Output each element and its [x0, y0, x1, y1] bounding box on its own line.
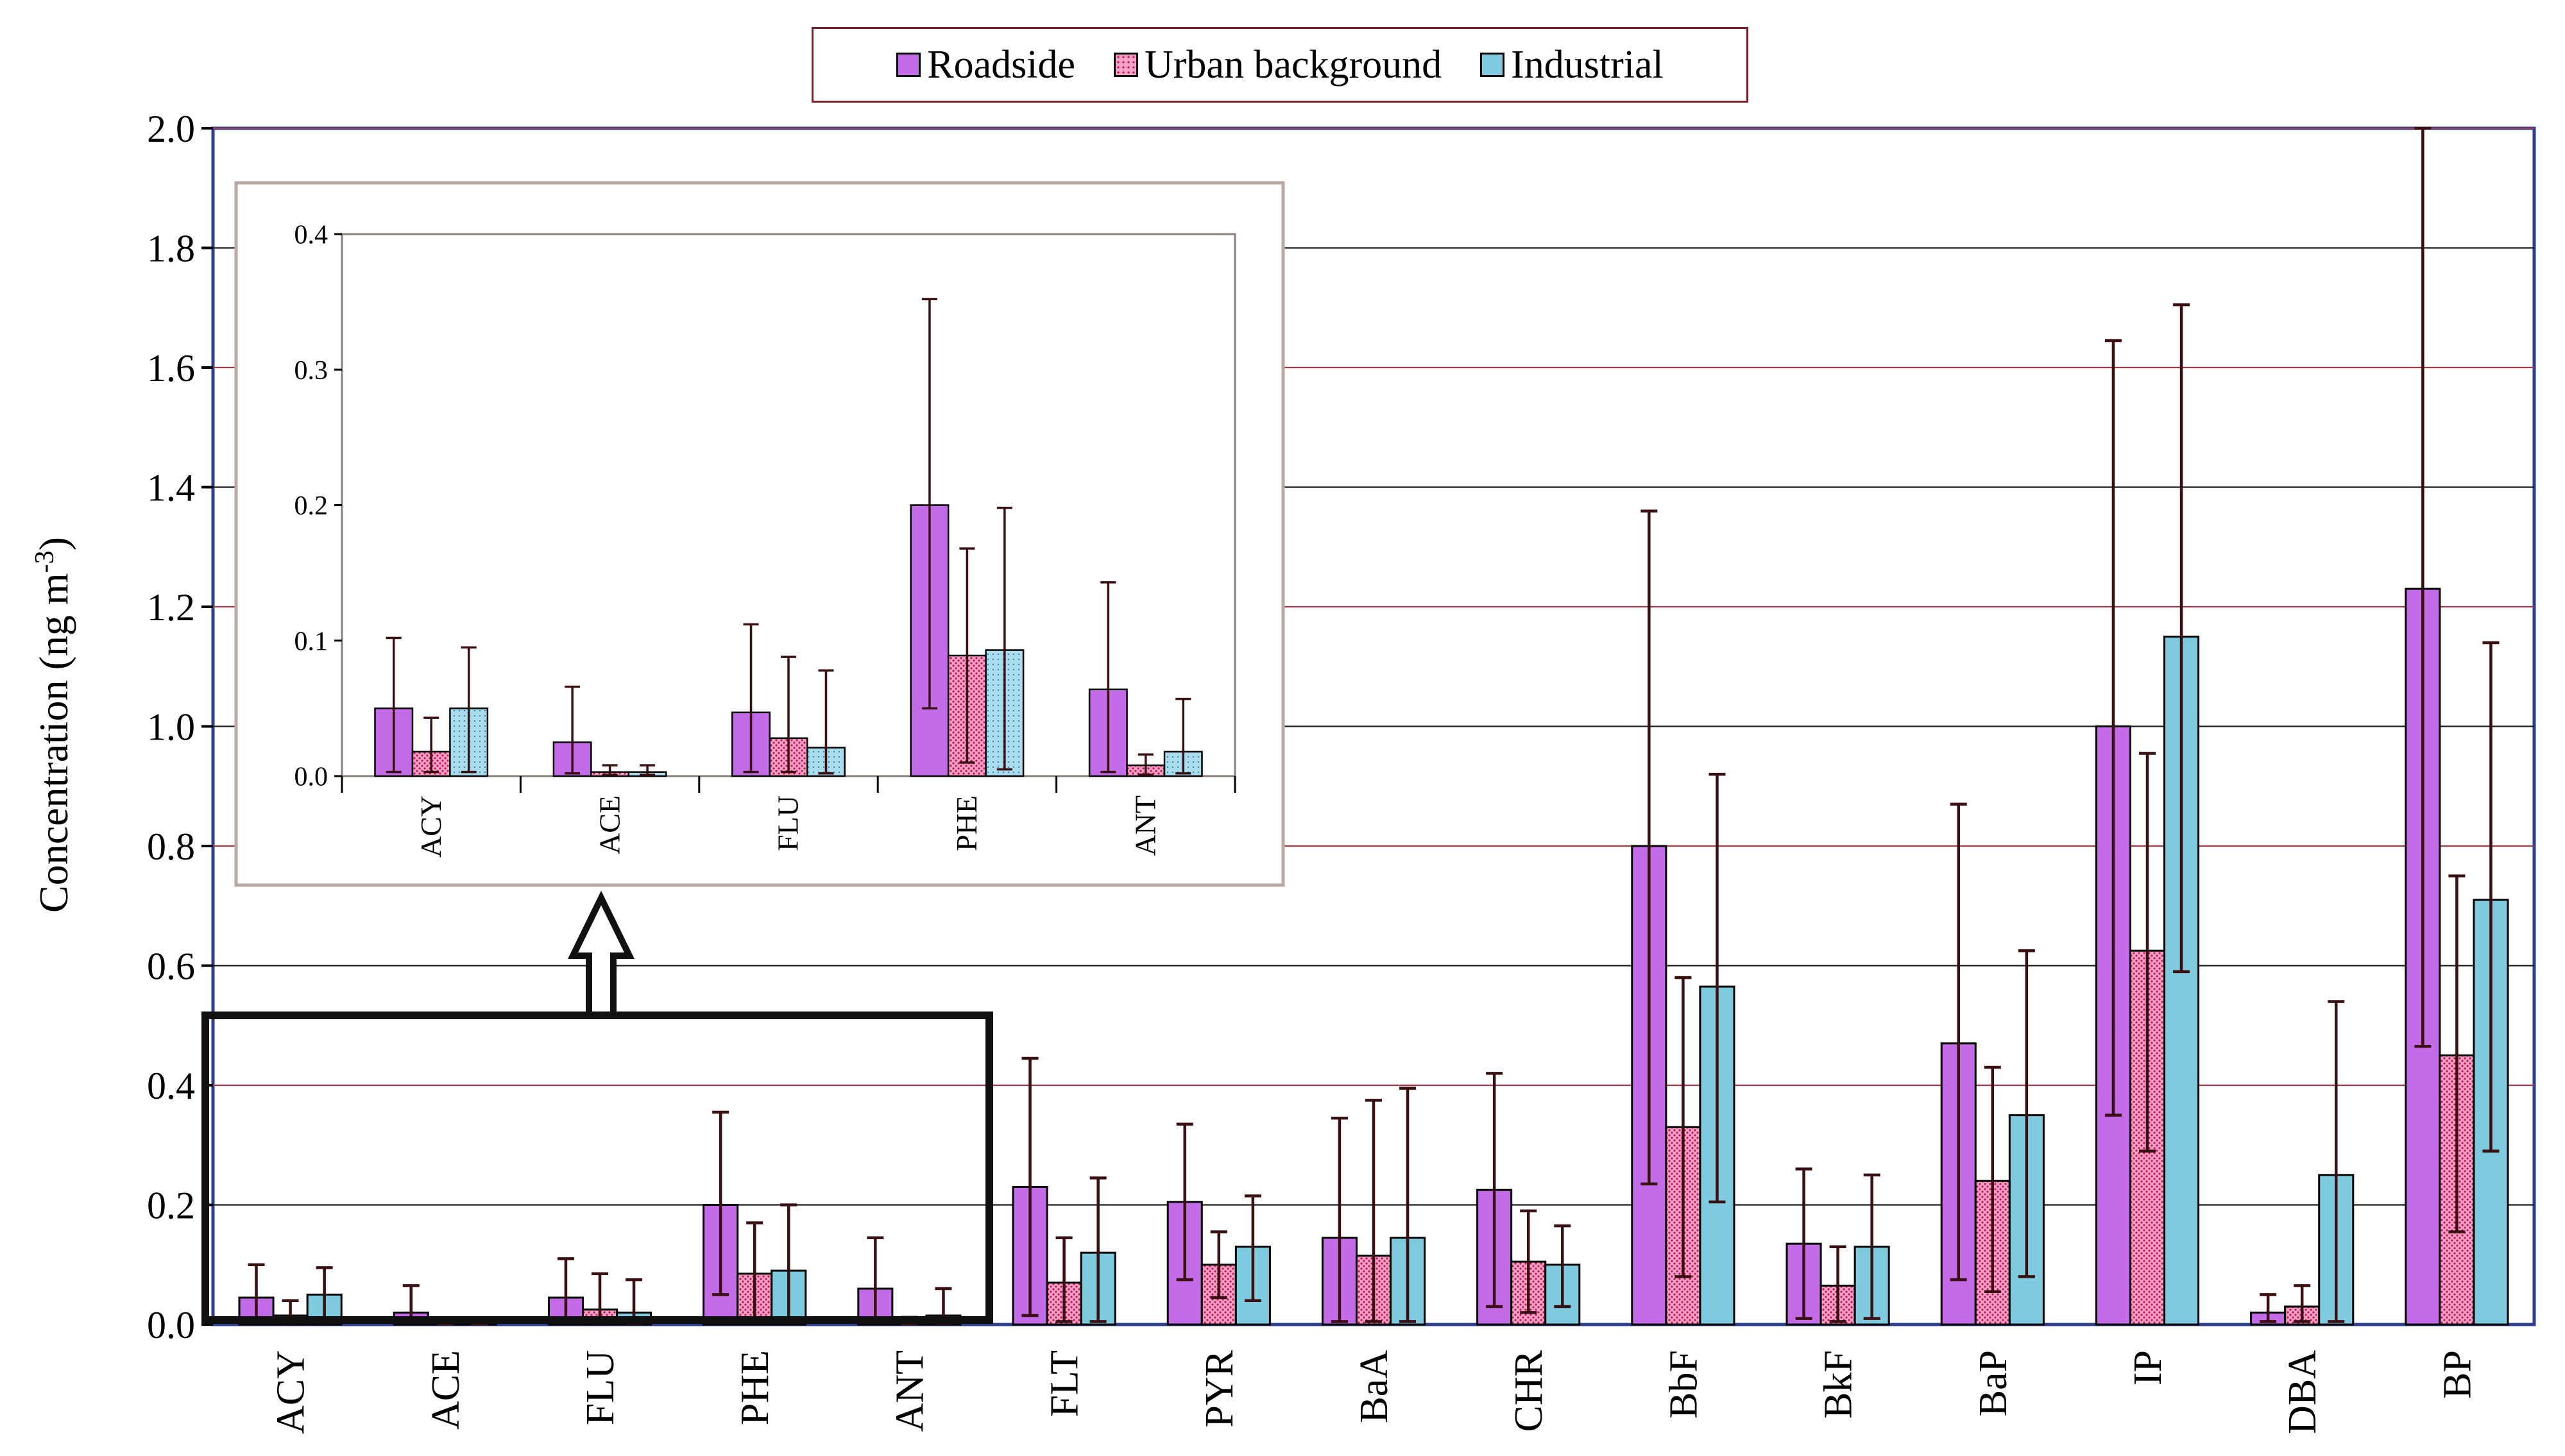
y-axis-label: Concentration (ng m-3) [30, 537, 76, 913]
x-category-label-baa: BaA [1352, 1350, 1396, 1423]
zoom-arrow [567, 890, 635, 1018]
y-tick-label: 0.6 [147, 945, 195, 988]
y-tick-label: 0.1 [294, 627, 328, 656]
y-tick-label: 1.8 [147, 228, 195, 270]
x-category-label-bbf: BbF [1662, 1350, 1705, 1419]
x-category-label-ace: ACE [424, 1350, 468, 1430]
y-tick-label: 1.2 [147, 586, 195, 629]
x-category-label-ip: IP [2126, 1350, 2170, 1385]
y-tick-label: 0.2 [294, 491, 328, 521]
x-category-label-flu: FLU [579, 1350, 622, 1425]
x-category-label-acy: ACY [414, 795, 447, 858]
x-category-label-ace: ACE [593, 795, 626, 854]
legend-swatch-urban [1114, 53, 1138, 77]
y-tick-label: 0.0 [294, 763, 328, 792]
legend-label-roadside: Roadside [927, 42, 1075, 87]
y-tick-label: 1.6 [147, 347, 195, 389]
y-tick-label: 0.4 [147, 1065, 195, 1107]
x-category-label-bap: BaP [1972, 1350, 2015, 1416]
legend-label-urban: Urban background [1145, 42, 1442, 87]
legend-swatch-industrial [1480, 53, 1505, 77]
x-category-label-pyr: PYR [1198, 1350, 1241, 1427]
legend-item-roadside: Roadside [896, 42, 1075, 88]
x-category-label-ant: ANT [1129, 795, 1162, 856]
y-tick-label: 2.0 [147, 108, 195, 150]
x-category-label-dba: DBA [2281, 1350, 2324, 1434]
y-tick-label: 0.0 [147, 1304, 195, 1346]
y-tick-label: 1.4 [147, 467, 195, 509]
x-category-label-acy: ACY [269, 1350, 313, 1434]
x-category-label-phe: PHE [733, 1350, 777, 1425]
x-category-label-phe: PHE [950, 795, 983, 851]
legend-item-industrial: Industrial [1480, 42, 1664, 88]
y-tick-label: 1.0 [147, 706, 195, 749]
x-category-label-bp: BP [2435, 1350, 2479, 1399]
y-tick-label: 0.4 [294, 221, 328, 250]
legend-item-urban: Urban background [1114, 42, 1442, 88]
y-tick-label: 0.3 [294, 356, 328, 385]
legend-label-industrial: Industrial [1511, 42, 1664, 87]
y-tick-label: 0.2 [147, 1185, 195, 1227]
x-category-label-flt: FLT [1043, 1350, 1087, 1418]
x-category-label-ant: ANT [888, 1350, 932, 1432]
x-category-label-bkf: BkF [1817, 1350, 1861, 1419]
y-tick-label: 0.8 [147, 825, 195, 868]
x-category-label-flu: FLU [772, 795, 805, 851]
legend: Roadside Urban background Industrial [812, 27, 1748, 103]
legend-swatch-roadside [896, 53, 921, 77]
x-category-label-chr: CHR [1507, 1350, 1551, 1432]
